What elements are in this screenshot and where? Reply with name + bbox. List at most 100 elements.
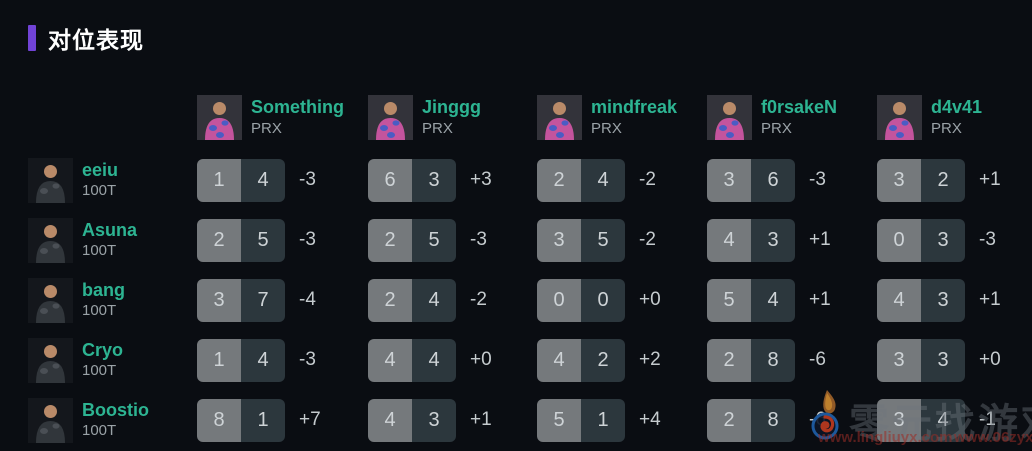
kills-value: 3	[877, 158, 921, 202]
player-name: Asuna	[82, 219, 138, 240]
kills-value: 5	[537, 398, 581, 442]
matchup-cell: 4 3 +1	[877, 278, 1032, 322]
column-player-mindfreak[interactable]: mindfreak PRX	[537, 95, 707, 140]
player-name: Something	[251, 97, 344, 118]
matchup-cell: 3 5 -2	[537, 218, 707, 262]
deaths-value: 3	[412, 158, 456, 202]
matchup-cell: 2 5 -3	[197, 218, 368, 262]
kills-value: 4	[537, 338, 581, 382]
column-player-something[interactable]: Something PRX	[197, 95, 368, 140]
section-header: 对位表现	[28, 21, 144, 55]
deaths-value: 4	[412, 338, 456, 382]
player-name: bang	[82, 279, 125, 300]
player-name: mindfreak	[591, 97, 678, 118]
kills-value: 3	[197, 278, 241, 322]
diff-value: +1	[470, 409, 492, 430]
deaths-value: 3	[412, 398, 456, 442]
kd-pill: 5 1	[537, 398, 625, 442]
kills-value: 2	[197, 218, 241, 262]
diff-value: +1	[979, 169, 1001, 190]
matchup-cell: 3 7 -4	[197, 278, 368, 322]
matchup-cell: 4 4 +0	[368, 338, 537, 382]
deaths-value: 8	[751, 398, 795, 442]
row-player-bang[interactable]: bang 100T	[28, 277, 197, 323]
diff-value: -3	[299, 169, 316, 190]
player-avatar	[28, 157, 73, 203]
diff-value: +2	[639, 349, 661, 370]
player-name: Boostio	[82, 399, 149, 420]
deaths-value: 4	[921, 398, 965, 442]
kd-pill: 1 4	[197, 158, 285, 202]
deaths-value: 1	[581, 398, 625, 442]
kills-value: 3	[877, 338, 921, 382]
matchup-cell: 0 3 -3	[877, 218, 1032, 262]
diff-value: -3	[979, 229, 996, 250]
diff-value: -3	[299, 349, 316, 370]
kd-pill: 4 2	[537, 338, 625, 382]
diff-value: +0	[979, 349, 1001, 370]
kills-value: 4	[368, 338, 412, 382]
player-avatar	[28, 397, 73, 443]
deaths-value: 4	[241, 338, 285, 382]
matchup-cell: 4 3 +1	[368, 398, 537, 442]
column-player-d4v41[interactable]: d4v41 PRX	[877, 95, 1032, 140]
deaths-value: 5	[241, 218, 285, 262]
matchup-cell: 3 4 -1	[877, 398, 1032, 442]
player-name: Jinggg	[422, 97, 481, 118]
kd-pill: 3 7	[197, 278, 285, 322]
kd-pill: 3 5	[537, 218, 625, 262]
deaths-value: 0	[581, 278, 625, 322]
kills-value: 2	[537, 158, 581, 202]
kd-pill: 4 3	[707, 218, 795, 262]
deaths-value: 3	[921, 278, 965, 322]
kills-value: 6	[368, 158, 412, 202]
deaths-value: 1	[241, 398, 285, 442]
player-team: 100T	[82, 182, 117, 200]
matchup-cell: 2 8 -6	[707, 398, 877, 442]
player-name: eeiu	[82, 159, 119, 180]
diff-value: -6	[809, 409, 826, 430]
kills-value: 3	[877, 398, 921, 442]
matchup-cell: 6 3 +3	[368, 158, 537, 202]
matchup-cell: 5 4 +1	[707, 278, 877, 322]
diff-value: -3	[809, 169, 826, 190]
row-player-eeiu[interactable]: eeiu 100T	[28, 157, 197, 203]
kd-pill: 4 4	[368, 338, 456, 382]
row-player-asuna[interactable]: Asuna 100T	[28, 217, 197, 263]
kd-pill: 6 3	[368, 158, 456, 202]
matchup-cell: 4 2 +2	[537, 338, 707, 382]
row-player-boostio[interactable]: Boostio 100T	[28, 397, 197, 443]
player-team: PRX	[931, 119, 962, 137]
column-player-f0rsaken[interactable]: f0rsakeN PRX	[707, 95, 877, 140]
player-team: PRX	[591, 119, 622, 137]
deaths-value: 4	[751, 278, 795, 322]
deaths-value: 3	[751, 218, 795, 262]
row-player-cryo[interactable]: Cryo 100T	[28, 337, 197, 383]
player-team: PRX	[422, 119, 453, 137]
diff-value: -1	[979, 409, 996, 430]
matchup-cell: 2 5 -3	[368, 218, 537, 262]
diff-value: +0	[639, 289, 661, 310]
player-team: PRX	[761, 119, 792, 137]
diff-value: -3	[470, 229, 487, 250]
kd-pill: 3 2	[877, 158, 965, 202]
diff-value: +1	[979, 289, 1001, 310]
deaths-value: 5	[581, 218, 625, 262]
kd-pill: 5 4	[707, 278, 795, 322]
matchup-cell: 2 8 -6	[707, 338, 877, 382]
player-avatar	[197, 95, 242, 140]
diff-value: -4	[299, 289, 316, 310]
kills-value: 0	[537, 278, 581, 322]
player-team: 100T	[82, 302, 117, 320]
column-player-jinggg[interactable]: Jinggg PRX	[368, 95, 537, 140]
player-team: 100T	[82, 422, 117, 440]
player-avatar	[877, 95, 922, 140]
kills-value: 4	[707, 218, 751, 262]
kd-pill: 3 3	[877, 338, 965, 382]
matchup-cell: 3 2 +1	[877, 158, 1032, 202]
kills-value: 4	[368, 398, 412, 442]
kd-pill: 0 3	[877, 218, 965, 262]
accent-bar	[28, 25, 36, 51]
kills-value: 1	[197, 158, 241, 202]
deaths-value: 3	[921, 338, 965, 382]
